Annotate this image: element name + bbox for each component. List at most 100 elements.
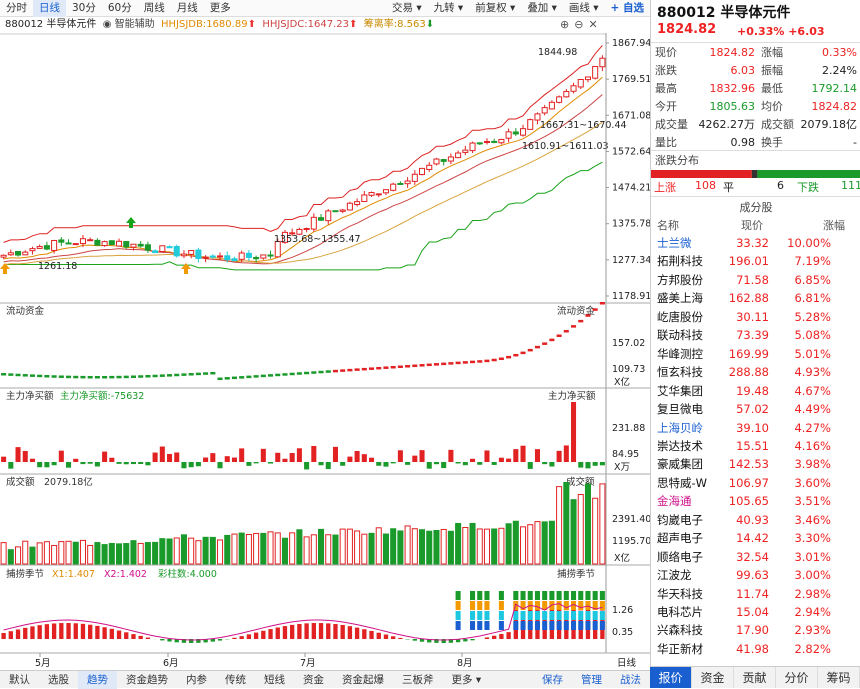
- bottom-action-1[interactable]: 管理: [572, 671, 611, 689]
- bottom-action-0[interactable]: 保存: [533, 671, 572, 689]
- period-label[interactable]: 日线: [617, 657, 637, 669]
- panel-tab-4[interactable]: 筹码: [818, 667, 860, 688]
- netbuy-bar: [571, 402, 576, 462]
- capture-color-bar: [484, 611, 489, 620]
- bottom-tab-10[interactable]: 更多 ▾: [443, 671, 491, 689]
- assist-toggle[interactable]: ◉ 智能辅助: [103, 19, 155, 30]
- period-tab-3[interactable]: 60分: [102, 0, 138, 17]
- component-change: 4.93%: [794, 363, 831, 381]
- panel-tab-3[interactable]: 分价: [776, 667, 818, 688]
- bottom-action-2[interactable]: 战法: [611, 671, 650, 689]
- close-icon[interactable]: ✕: [588, 18, 602, 31]
- flow-mark: [492, 359, 497, 362]
- bottom-tab-7[interactable]: 资金: [294, 671, 333, 689]
- tool-button-4[interactable]: 画线 ▾: [563, 0, 605, 17]
- panel-tab-0[interactable]: 报价: [650, 667, 692, 688]
- netbuy-bar: [405, 462, 410, 465]
- capture-bar: [362, 629, 366, 639]
- bottom-tab-6[interactable]: 短线: [255, 671, 294, 689]
- period-tab-2[interactable]: 30分: [66, 0, 102, 17]
- candle-body: [44, 246, 49, 249]
- col-price-header[interactable]: 现价: [741, 217, 763, 233]
- component-price: 15.51: [736, 437, 769, 455]
- candle-body: [304, 229, 309, 230]
- bottom-tab-2[interactable]: 趋势: [78, 671, 117, 689]
- netbuy-bar: [95, 462, 100, 466]
- bottom-tab-1[interactable]: 选股: [39, 671, 78, 689]
- period-tab-5[interactable]: 月线: [171, 0, 204, 17]
- flow-mark: [600, 302, 605, 305]
- period-tab-6[interactable]: 更多: [204, 0, 237, 17]
- candle-body: [405, 181, 410, 184]
- bottom-tab-9[interactable]: 三板斧: [393, 671, 443, 689]
- component-change: 4.16%: [794, 437, 831, 455]
- flow-mark: [477, 360, 482, 363]
- add-watchlist-button[interactable]: + 自选: [605, 0, 650, 17]
- quote-key: 涨幅: [761, 44, 783, 62]
- candle-body: [261, 255, 266, 258]
- period-tab-4[interactable]: 周线: [138, 0, 171, 17]
- col-name-header[interactable]: 名称: [657, 217, 679, 233]
- capture-bar: [146, 638, 150, 639]
- month-label: 6月: [163, 658, 179, 669]
- period-tab-1[interactable]: 日线: [33, 0, 66, 17]
- capture-color-bar: [499, 611, 504, 620]
- flow-mark: [420, 364, 425, 367]
- zoom-out-icon[interactable]: ⊖: [574, 18, 588, 31]
- component-name: 电科芯片: [657, 603, 703, 621]
- tool-button-2[interactable]: 前复权 ▾: [469, 0, 521, 17]
- flow-mark: [73, 376, 78, 379]
- netbuy-bar: [448, 450, 453, 462]
- capture-color-bar: [578, 611, 583, 620]
- zoom-in-icon[interactable]: ⊕: [560, 18, 574, 31]
- panel-tab-2[interactable]: 贡献: [734, 667, 776, 688]
- col-change-header[interactable]: 涨幅: [823, 217, 845, 233]
- candle-body: [1, 255, 6, 257]
- bottom-tab-0[interactable]: 默认: [0, 671, 39, 689]
- panel-tab-1[interactable]: 资金: [692, 667, 734, 688]
- kline-chart[interactable]: 1844.981667.31~1670.441610.91~1611.03135…: [0, 33, 650, 670]
- capture-bar: [9, 631, 13, 639]
- period-tab-0[interactable]: 分时: [0, 0, 33, 17]
- bottom-tab-5[interactable]: 传统: [216, 671, 255, 689]
- quote-value: 2.24%: [822, 62, 857, 80]
- flow-mark: [23, 374, 28, 377]
- capture-bar: [470, 639, 474, 640]
- legend-hhjsjdc: HHJSJDC:1647.23: [262, 19, 349, 30]
- volume-bar: [412, 529, 417, 564]
- volume-bar: [448, 531, 453, 564]
- capture-bar: [276, 627, 280, 639]
- bottom-tab-8[interactable]: 资金起爆: [333, 671, 393, 689]
- capture-bar: [81, 624, 85, 639]
- tool-button-1[interactable]: 九转 ▾: [428, 0, 470, 17]
- bottom-tab-3[interactable]: 资金趋势: [117, 671, 177, 689]
- bottom-tab-4[interactable]: 内参: [177, 671, 216, 689]
- tool-button-0[interactable]: 交易 ▾: [386, 0, 428, 17]
- capture-color-bar: [593, 591, 598, 600]
- tool-button-3[interactable]: 叠加 ▾: [521, 0, 563, 17]
- volume-bar: [340, 529, 345, 564]
